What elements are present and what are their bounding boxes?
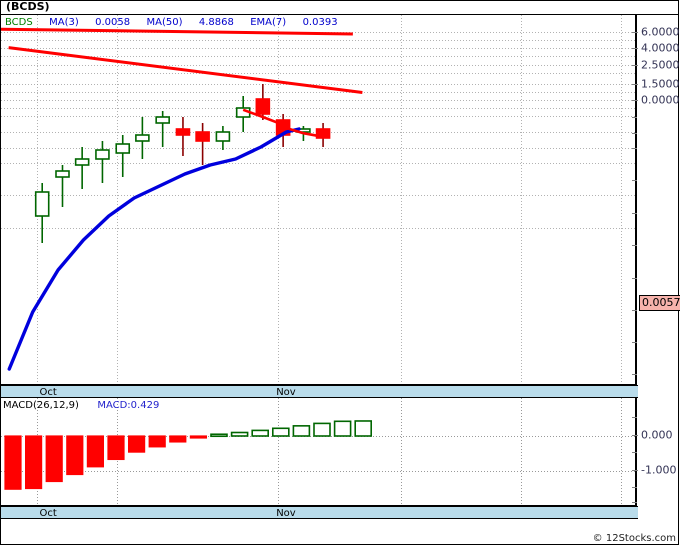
candlesticks [34,84,331,243]
legend-ma50-label: MA(50) [146,17,183,28]
macd-bar [230,431,249,437]
series-ma-mid [242,108,291,131]
macd-date-axis: Oct Nov [1,506,638,519]
axis-tick-minor [632,502,637,503]
macd-chart-panel [1,397,637,506]
legend-ma50-value: 4.8868 [198,17,234,28]
candle-body [74,158,90,166]
last-price-tag: 0.0057 [639,295,680,311]
footer-credit: © 12Stocks.com [592,533,676,544]
candle-body [115,143,131,154]
page-title: (BCDS) [6,0,50,13]
price-axis-label: 0.0000 [641,93,680,107]
axis-tick [632,32,638,33]
macd-bar [210,433,228,438]
candle-body [315,128,331,139]
series-ma3 [7,127,301,371]
axis-tick [632,435,638,436]
candle-body [55,170,70,178]
macd-date-label: Oct [39,508,57,519]
macd-bar [189,435,207,439]
candle-body [95,149,110,160]
axis-tick-minor [632,452,637,453]
candle-body [195,131,210,142]
axis-tick-minor [632,133,637,134]
axis-tick-minor [632,342,637,343]
macd-axis-label: 0.000 [641,428,673,442]
series-ma50 [1,27,353,36]
macd-plot [1,398,635,505]
macd-bar [66,435,84,476]
candle-body [34,191,50,217]
price-axis-label: 6.0000 [641,25,680,39]
macd-bar [127,435,146,453]
axis-tick [632,65,638,66]
macd-legend-name: MACD(26,12,9) [3,400,79,411]
legend-ma3-label: MA(3) [49,17,79,28]
price-date-label: Nov [276,387,296,398]
series-ma-tail [289,127,324,139]
axis-tick-minor [632,180,637,181]
macd-grid [1,398,635,505]
candle-body [155,116,170,124]
axis-tick [632,100,638,101]
macd-legend: MACD(26,12,9) MACD:0.429 [3,399,159,412]
macd-bar [251,429,269,437]
legend-ma3-value: 0.0058 [95,17,131,28]
price-date-label: Oct [39,387,57,398]
legend-ema7-value: 0.0393 [302,17,338,28]
axis-tick-minor [632,374,637,375]
candle-body [215,131,231,142]
axis-tick-minor [632,117,637,118]
macd-bar [333,420,352,437]
title-bar: (BCDS) [1,0,678,15]
macd-bar [148,435,166,448]
candle-body [135,134,150,142]
axis-tick [632,470,638,471]
macd-bar [45,435,63,483]
macd-axis-label: -1.000 [641,463,677,477]
axis-tick [632,84,638,85]
macd-histogram [4,420,373,490]
price-chart-panel [1,15,637,385]
macd-legend-value: MACD:0.429 [97,400,160,411]
price-grid [1,15,635,384]
legend-ema7-label: EMA(7) [250,17,287,28]
axis-tick-minor [632,278,637,279]
macd-bar [354,420,373,437]
axis-tick-minor [632,310,637,311]
candle-body [175,128,191,136]
macd-bar [292,425,311,437]
axis-tick-minor [632,417,637,418]
price-plot [1,15,635,384]
price-axis-label: 1.5000 [641,77,680,91]
axis-tick-minor [632,487,637,488]
axis-tick-minor [632,245,637,246]
candle-body [255,98,271,115]
series-ema7 [8,46,363,95]
macd-bar [86,435,105,468]
price-axis-label: 4.0000 [641,41,680,55]
macd-date-label: Nov [276,508,296,519]
legend-symbol: BCDS [5,17,33,28]
macd-bar [313,422,331,437]
macd-bar [4,435,22,490]
axis-tick-minor [632,213,637,214]
macd-bar [107,435,125,461]
price-legend: BCDS MA(3) 0.0058 MA(50) 4.8868 EMA(7) 0… [1,16,340,29]
price-axis-label: 2.5000 [641,58,680,72]
macd-bar [169,435,187,443]
axis-tick-minor [632,148,637,149]
macd-bar [271,427,290,437]
axis-tick [632,48,638,49]
macd-bar [25,435,43,490]
